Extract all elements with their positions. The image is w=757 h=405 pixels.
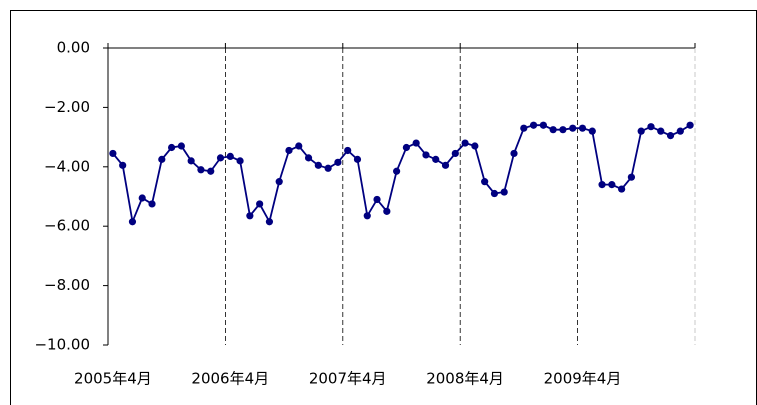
data-point <box>353 155 362 163</box>
data-point <box>578 124 587 132</box>
data-point <box>451 149 459 158</box>
data-point <box>128 218 137 226</box>
data-point <box>510 149 518 158</box>
data-point <box>275 178 283 186</box>
data-point <box>256 200 264 208</box>
data-point <box>441 161 450 169</box>
x-tick-label: 2005年4月 <box>74 370 152 388</box>
data-point <box>627 173 636 181</box>
data-point <box>138 194 146 202</box>
data-point <box>539 121 547 129</box>
data-point <box>177 142 185 150</box>
y-tick-label: −2.00 <box>44 98 90 116</box>
data-point <box>402 143 410 152</box>
data-point <box>314 161 322 169</box>
y-tick-label: −6.00 <box>44 217 90 235</box>
data-point <box>520 124 528 132</box>
data-point <box>549 126 557 134</box>
data-point <box>647 123 655 131</box>
data-point <box>324 164 332 172</box>
data-point <box>500 188 508 196</box>
data-point <box>158 155 166 163</box>
data-point <box>481 178 489 186</box>
y-tick-label: −10.00 <box>34 336 90 354</box>
data-point <box>295 142 303 150</box>
data-point <box>265 218 274 226</box>
data-point <box>432 155 440 163</box>
data-point <box>618 185 626 193</box>
data-point <box>363 212 371 220</box>
data-point <box>608 181 616 189</box>
data-point <box>109 149 117 158</box>
data-point <box>393 167 401 175</box>
x-tick-label: 2009年4月 <box>544 370 622 388</box>
data-point <box>167 143 176 152</box>
data-point <box>559 126 567 134</box>
data-point <box>422 151 430 159</box>
data-point <box>334 158 342 166</box>
y-tick-label: −8.00 <box>44 276 90 294</box>
data-point <box>148 200 156 208</box>
series-line <box>112 124 691 225</box>
data-point <box>304 154 313 162</box>
data-point <box>285 146 293 155</box>
y-tick-label: 0.00 <box>57 39 90 57</box>
data-point <box>344 146 352 155</box>
data-point <box>637 127 645 135</box>
data-point <box>657 127 665 135</box>
data-point <box>412 139 420 147</box>
data-point <box>471 142 479 150</box>
y-tick-label: −4.00 <box>44 157 90 175</box>
data-point <box>529 121 538 129</box>
data-point <box>490 189 499 198</box>
data-point <box>373 195 381 204</box>
data-point <box>588 127 596 135</box>
data-point <box>598 181 606 189</box>
data-point <box>676 127 684 135</box>
data-point <box>187 157 195 165</box>
data-point <box>461 139 469 147</box>
data-point <box>216 154 225 162</box>
x-tick-label: 2008年4月 <box>426 370 504 388</box>
data-point <box>383 207 391 215</box>
data-point <box>226 152 234 161</box>
data-point <box>119 161 127 169</box>
data-point <box>686 121 694 129</box>
data-point <box>197 166 205 174</box>
data-point <box>246 212 254 220</box>
data-point <box>207 167 215 175</box>
data-point <box>236 157 244 165</box>
data-point <box>666 132 675 140</box>
data-point <box>569 124 577 132</box>
x-tick-label: 2007年4月 <box>309 370 387 388</box>
x-tick-label: 2006年4月 <box>191 370 269 388</box>
